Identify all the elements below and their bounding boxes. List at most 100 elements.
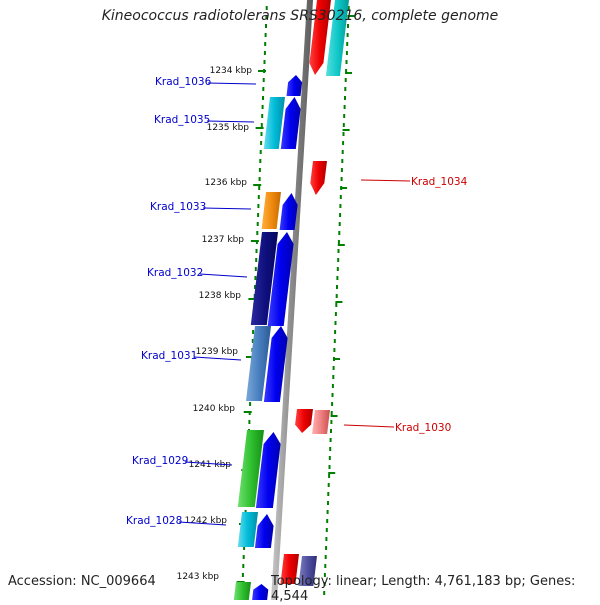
ruler-right-dot bbox=[336, 267, 339, 271]
ruler-left-dot bbox=[256, 222, 259, 226]
ruler-right-dot bbox=[335, 294, 338, 298]
ruler-right-dot bbox=[334, 330, 337, 334]
ruler-major-tick bbox=[243, 411, 252, 413]
gene-arrow-krad-1034 bbox=[310, 161, 327, 195]
ruler-right-dot bbox=[333, 339, 336, 343]
ruler-right-dot bbox=[344, 87, 347, 91]
ruler-left-dot bbox=[259, 159, 262, 163]
ruler-left-dot bbox=[242, 564, 245, 568]
ruler-right-dot bbox=[340, 168, 343, 172]
ruler-left-dot bbox=[254, 276, 257, 280]
ruler-right-tick bbox=[345, 72, 352, 74]
ruler-right-dot bbox=[331, 402, 334, 406]
leader-line-krad-1029 bbox=[184, 461, 233, 466]
ruler-right-dot bbox=[332, 375, 335, 379]
ruler-right-dot bbox=[325, 537, 328, 541]
ruler-right-dot bbox=[329, 447, 332, 451]
ruler-right-dot bbox=[342, 132, 345, 136]
leader-line-krad-1034 bbox=[360, 179, 411, 182]
backbone-layer bbox=[271, 0, 313, 600]
ruler-right-dot bbox=[344, 96, 346, 100]
gene-label-krad-1031: Krad_1031 bbox=[141, 350, 197, 362]
ruler-right-dot bbox=[330, 411, 333, 415]
ruler-major-tick bbox=[258, 70, 266, 72]
ruler-right-dot bbox=[335, 303, 338, 307]
gene-arrow-krad-1028 bbox=[254, 514, 274, 548]
leader-line-krad-1035 bbox=[206, 120, 255, 123]
kbp-tick-label: 1238 kbp bbox=[199, 291, 242, 301]
ruler-right-dot bbox=[345, 69, 348, 73]
gene-block-salmon bbox=[312, 410, 330, 434]
kbp-tick-label: 1240 kbp bbox=[193, 404, 236, 414]
ruler-right-dot bbox=[342, 123, 345, 127]
ruler-left-dot bbox=[258, 177, 261, 181]
gene-block-slate bbox=[298, 556, 317, 586]
ruler-left-dot bbox=[248, 420, 251, 424]
ruler-right-tick bbox=[335, 301, 343, 303]
ruler-right-dot bbox=[328, 465, 331, 469]
ruler-right-dot bbox=[324, 564, 327, 568]
leader-line-krad-1032 bbox=[199, 273, 248, 278]
ruler-left-dot bbox=[256, 231, 259, 235]
gene-arrow-krad-1036 bbox=[286, 75, 303, 96]
ruler-right-dot bbox=[327, 483, 330, 487]
labels-layer: 1234 kbp 1235 kbp 1236 kbp 1237 kbp 1238 kbp… bbox=[126, 66, 468, 582]
ruler-major-tick bbox=[248, 298, 257, 300]
ruler-right-dot bbox=[330, 420, 333, 424]
ruler-right-dot bbox=[342, 141, 345, 145]
leader-line-krad-1033 bbox=[202, 207, 252, 210]
ruler-right-tick bbox=[337, 244, 345, 246]
gene-arrow-krad-1031 bbox=[263, 326, 288, 402]
gene-label-krad-1033: Krad_1033 bbox=[150, 201, 206, 213]
gene-arrow-krad-1029 bbox=[255, 432, 281, 508]
gene-arrow-krad-1035 bbox=[280, 97, 301, 149]
ruler-right-dot bbox=[325, 546, 328, 550]
ruler-left-dot bbox=[258, 186, 261, 190]
ruler-right-dot bbox=[339, 195, 342, 199]
ruler-right-dot bbox=[341, 159, 344, 163]
kbp-tick-label: 1235 kbp bbox=[207, 123, 250, 133]
ruler-left-dot bbox=[257, 213, 260, 217]
ruler-right-dot bbox=[330, 429, 332, 433]
ruler-left-dot bbox=[259, 150, 262, 154]
kbp-tick-label: 1239 kbp bbox=[196, 347, 239, 357]
ruler-right-dot bbox=[346, 42, 349, 46]
gene-block-navy bbox=[250, 232, 278, 325]
ruler-right-dot bbox=[327, 492, 330, 496]
ruler-left-dot bbox=[257, 195, 260, 199]
gene-block-cyan bbox=[263, 97, 285, 149]
ruler-left-dot bbox=[255, 249, 258, 253]
ruler-left-dot bbox=[255, 258, 258, 262]
ruler-right-tick bbox=[342, 129, 350, 131]
ruler-right-dot bbox=[344, 78, 347, 82]
gene-arrow-krad-1032 bbox=[267, 232, 294, 326]
gene-arrow-blue bbox=[252, 584, 269, 600]
ruler-left-dot bbox=[265, 15, 268, 19]
ruler-major-tick bbox=[253, 184, 262, 186]
ruler-left-dot bbox=[249, 402, 252, 406]
ruler-right-tick bbox=[340, 187, 348, 189]
ruler-right-dot bbox=[326, 510, 329, 514]
ruler-right-dot bbox=[343, 114, 346, 118]
ruler-right-dot bbox=[337, 249, 340, 253]
gene-arrow-red bbox=[309, 0, 331, 75]
ruler-right-dot bbox=[331, 384, 334, 388]
ruler-right-dot bbox=[340, 177, 343, 181]
ruler-left-dot bbox=[242, 555, 245, 559]
gene-arrow-krad-1033 bbox=[279, 193, 298, 230]
ruler-left-dot bbox=[261, 114, 264, 118]
ruler-left-dot bbox=[252, 330, 255, 334]
gene-block-green bbox=[237, 430, 264, 507]
gene-label-krad-1035: Krad_1035 bbox=[154, 114, 210, 126]
ruler-right-dot bbox=[323, 591, 326, 595]
ruler-major-tick bbox=[255, 127, 264, 129]
ruler-right-dot bbox=[329, 438, 332, 442]
accession-text: Accession: NC_009664 bbox=[8, 574, 156, 589]
ruler-right-dot bbox=[336, 285, 338, 289]
kbp-tick-label: 1242 kbp bbox=[185, 516, 228, 526]
ruler-right-dot bbox=[336, 276, 339, 280]
ruler-right-tick bbox=[328, 472, 336, 474]
ruler-right-dot bbox=[347, 24, 349, 28]
